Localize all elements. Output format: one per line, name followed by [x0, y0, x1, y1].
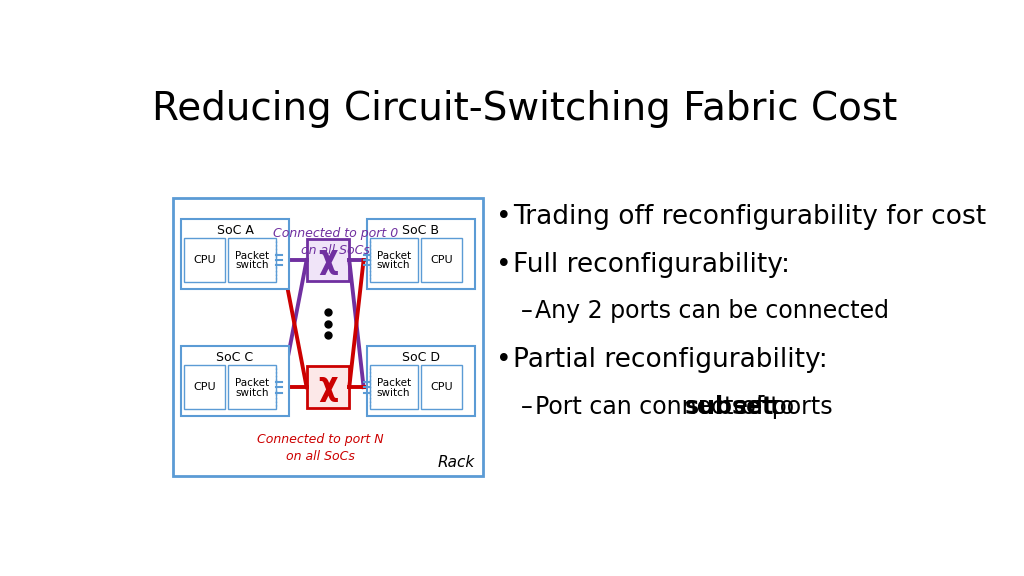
Text: Packet: Packet — [377, 378, 411, 388]
Text: SoC A: SoC A — [216, 223, 253, 237]
Text: subset: subset — [685, 395, 774, 419]
FancyBboxPatch shape — [370, 238, 418, 282]
Text: CPU: CPU — [430, 382, 453, 392]
FancyBboxPatch shape — [367, 219, 475, 289]
Text: Full reconfigurability:: Full reconfigurability: — [513, 252, 791, 278]
Text: SoC D: SoC D — [402, 351, 440, 363]
FancyBboxPatch shape — [421, 365, 462, 410]
FancyBboxPatch shape — [180, 219, 289, 289]
Text: switch: switch — [377, 388, 411, 397]
Text: switch: switch — [236, 388, 268, 397]
Text: Any 2 ports can be connected: Any 2 ports can be connected — [535, 300, 889, 323]
Text: Port can connected to: Port can connected to — [535, 395, 802, 419]
Text: CPU: CPU — [430, 255, 453, 265]
FancyBboxPatch shape — [306, 239, 349, 281]
FancyBboxPatch shape — [180, 346, 289, 416]
FancyBboxPatch shape — [228, 365, 275, 410]
FancyBboxPatch shape — [367, 346, 475, 416]
Text: χ: χ — [318, 245, 338, 275]
Text: Connected to port N
on all SoCs: Connected to port N on all SoCs — [257, 433, 384, 463]
Text: of ports: of ports — [734, 395, 833, 419]
Text: switch: switch — [236, 260, 268, 271]
FancyBboxPatch shape — [173, 199, 483, 476]
Text: Rack: Rack — [438, 454, 475, 469]
Text: –: – — [521, 395, 532, 419]
Text: switch: switch — [377, 260, 411, 271]
Text: SoC C: SoC C — [216, 351, 254, 363]
FancyBboxPatch shape — [228, 238, 275, 282]
Text: Packet: Packet — [234, 378, 269, 388]
FancyBboxPatch shape — [183, 238, 225, 282]
Text: •: • — [496, 204, 512, 230]
FancyBboxPatch shape — [183, 365, 225, 410]
Text: –: – — [521, 300, 532, 323]
Text: Packet: Packet — [234, 251, 269, 262]
Text: χ: χ — [318, 373, 338, 401]
Text: Reducing Circuit-Switching Fabric Cost: Reducing Circuit-Switching Fabric Cost — [153, 90, 897, 128]
FancyBboxPatch shape — [370, 365, 418, 410]
FancyBboxPatch shape — [306, 366, 349, 408]
FancyBboxPatch shape — [421, 238, 462, 282]
Text: CPU: CPU — [194, 382, 216, 392]
Text: Partial reconfigurability:: Partial reconfigurability: — [513, 347, 828, 373]
Text: Packet: Packet — [377, 251, 411, 262]
Text: Trading off reconfigurability for cost: Trading off reconfigurability for cost — [513, 204, 986, 230]
Text: SoC B: SoC B — [402, 223, 439, 237]
Text: •: • — [496, 347, 512, 373]
Text: CPU: CPU — [194, 255, 216, 265]
Text: Connected to port 0
on all SoCs: Connected to port 0 on all SoCs — [273, 227, 398, 257]
Text: •: • — [496, 252, 512, 278]
